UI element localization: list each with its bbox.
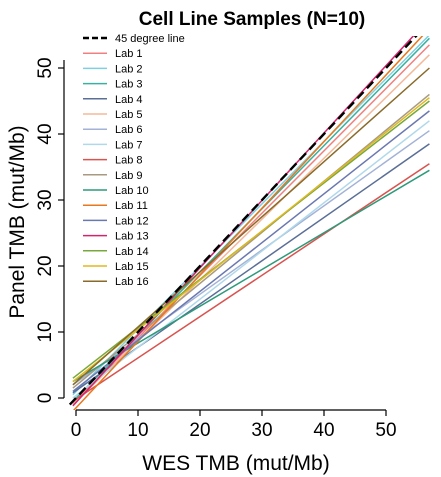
- legend-label-lab-6: Lab 6: [115, 124, 143, 136]
- x-tick-label: 40: [313, 420, 334, 441]
- series-line-lab-11: [72, 36, 424, 410]
- plot-area: [68, 36, 430, 410]
- legend-label-lab-1: Lab 1: [115, 48, 143, 60]
- legend-label-lab-12: Lab 12: [115, 215, 149, 227]
- legend-label-45-degree-line: 45 degree line: [115, 33, 185, 45]
- legend-label-lab-11: Lab 11: [115, 200, 148, 212]
- legend-label-lab-7: Lab 7: [115, 139, 143, 151]
- legend-label-lab-13: Lab 13: [115, 231, 149, 243]
- legend-label-lab-10: Lab 10: [115, 185, 149, 197]
- y-tick-label: 10: [35, 321, 56, 342]
- y-tick-label: 40: [35, 123, 56, 144]
- legend-label-lab-14: Lab 14: [115, 246, 149, 258]
- x-axis-title: WES TMB (mut/Mb): [142, 452, 329, 475]
- x-tick-label: 20: [189, 420, 210, 441]
- series-line-lab-8: [72, 163, 430, 402]
- series-line-lab-13: [72, 36, 415, 407]
- y-axis-ticks: 0 10 20 30 40 50: [35, 57, 64, 403]
- x-tick-label: 10: [127, 420, 148, 441]
- x-tick-label: 50: [375, 420, 396, 441]
- y-tick-label: 0: [35, 393, 56, 404]
- x-tick-label: 0: [71, 420, 82, 441]
- legend-label-lab-5: Lab 5: [115, 109, 143, 121]
- legend-label-lab-2: Lab 2: [115, 63, 143, 75]
- legend-label-lab-9: Lab 9: [115, 170, 143, 182]
- chart-title: Cell Line Samples (N=10): [139, 9, 366, 30]
- legend-label-lab-4: Lab 4: [115, 94, 143, 106]
- legend-label-lab-16: Lab 16: [115, 276, 149, 288]
- y-axis-title: Panel TMB (mut/Mb): [6, 125, 29, 318]
- legend-label-lab-8: Lab 8: [115, 155, 143, 167]
- y-tick-label: 20: [35, 255, 56, 276]
- series-line-lab-16: [72, 67, 430, 386]
- y-tick-label: 30: [35, 189, 56, 210]
- legend: 45 degree line Lab 1 Lab 2 Lab 3 Lab 4 Lab 5 L…: [83, 33, 185, 288]
- x-axis-ticks: 0 10 20 30 40 50: [71, 410, 397, 441]
- series-line-lab-15: [72, 97, 430, 383]
- series-line-lab-7: [72, 120, 430, 399]
- legend-label-lab-3: Lab 3: [115, 79, 143, 91]
- series-line-lab-1: [72, 44, 430, 404]
- y-tick-label: 50: [35, 57, 56, 78]
- reference-line-45-degree: [68, 36, 418, 406]
- x-tick-label: 30: [251, 420, 272, 441]
- legend-label-lab-15: Lab 15: [115, 261, 149, 273]
- series-line-lab-12: [72, 110, 430, 392]
